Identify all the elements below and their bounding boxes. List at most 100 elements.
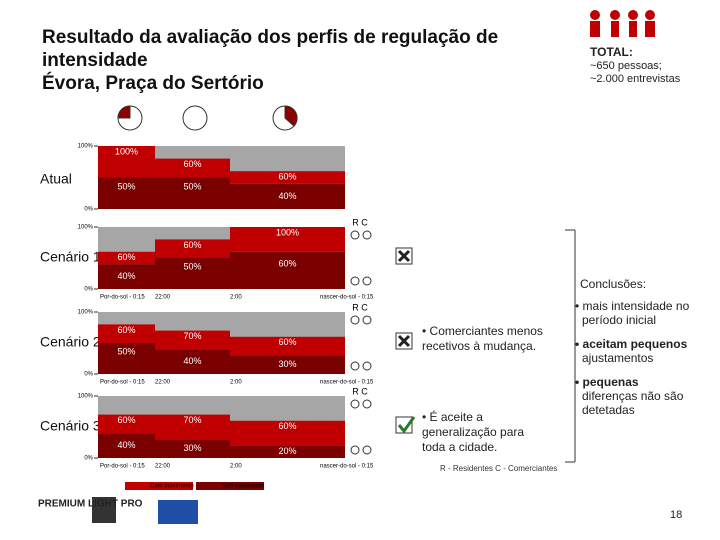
face [350,445,360,455]
logo [92,497,198,524]
bar-red [230,336,345,356]
x-label: 22:00 [155,380,171,386]
value-label: 60% [278,172,296,182]
scenario-name: Cenário 1 [40,249,101,265]
mark [397,334,411,348]
value-label: 60% [117,252,135,262]
value-label: 30% [183,443,201,453]
bar-red [98,414,155,434]
bar-dark [155,439,230,458]
y-tick-label: 0% [84,372,93,378]
note: generalização para [422,425,524,439]
value-label: 60% [278,421,296,431]
conclusions-title: Conclusões: [580,277,646,291]
value-label: 30% [278,359,296,369]
conclusion: período inicial [582,313,656,327]
value-label: 20% [278,446,296,456]
rc-label: R C [352,386,368,396]
y-tick-label: 100% [78,144,94,150]
bar-red [155,330,230,350]
mark [397,249,411,263]
value-label: 60% [183,159,201,169]
conclusion: • pequenas [575,375,639,389]
people-icons [590,10,655,37]
value-label: 50% [117,347,135,357]
scenario-name: Cenário 2 [40,334,101,350]
total: TOTAL: [590,45,633,59]
bar-red [98,146,155,178]
value-label: 70% [183,331,201,341]
conclusion: diferenças não são [582,389,684,403]
value-label: 100% [276,227,299,237]
note: • Comerciantes menos [422,324,543,338]
scenario-name: Atual [40,171,72,187]
face [362,361,372,371]
bar-dark [98,177,155,209]
y-tick-label: 0% [84,287,93,293]
face [362,230,372,240]
x-label: nascer-do-sol - 0:15 [320,464,374,470]
face [362,276,372,286]
bar-red [230,227,345,252]
bar-dark [155,349,230,374]
value-label: 50% [183,262,201,272]
rc-label: R C [352,217,368,227]
legend-swatch [125,482,193,490]
legend-swatch [196,482,264,490]
bar-red [155,414,230,440]
x-label: 22:00 [155,464,171,470]
total: ~650 pessoas; [590,60,662,72]
x-label: nascer-do-sol - 0:15 [320,380,374,386]
value-label: 60% [183,240,201,250]
conclusion: ajustamentos [582,351,653,365]
bar-dark [230,251,345,289]
x-label: 22:00 [155,295,171,301]
x-label: Por-do-sol - 0:15 [100,380,145,386]
face [350,315,360,325]
bar-red [155,158,230,178]
title: intensidade [42,50,148,71]
y-tick-label: 0% [84,207,93,213]
value-label: 40% [183,356,201,366]
conclusion: • aceitam pequenos [575,337,688,351]
bar-red [98,324,155,343]
face [350,361,360,371]
value-label: 50% [183,181,201,191]
legend-label: Sem movimento [221,484,265,490]
x-label: Por-do-sol - 0:15 [100,295,145,301]
conclusion: detetadas [582,403,635,417]
value-label: 60% [117,415,135,425]
bar-dark [98,343,155,374]
face [350,230,360,240]
face [350,399,360,409]
page-number: 18 [670,509,682,521]
value-label: 60% [278,259,296,269]
value-label: 50% [117,181,135,191]
note: recetivos à mudança. [422,339,536,353]
bar-dark [98,264,155,289]
y-tick-label: 100% [78,310,94,316]
value-label: 60% [117,325,135,335]
x-label: 2:00 [230,295,242,301]
bar-dark [98,433,155,458]
y-tick-label: 100% [78,394,94,400]
logo-text: PREMIUM LIGHT PRO [38,499,143,510]
note: toda a cidade. [422,440,497,454]
title: Resultado da avaliação dos perfis de reg… [42,27,498,48]
value-label: 100% [115,146,138,156]
x-label: 2:00 [230,380,242,386]
bar-red [230,171,345,184]
value-label: 40% [278,191,296,201]
rc-label: R C [352,302,368,312]
face [362,445,372,455]
x-label: Por-do-sol - 0:15 [100,464,145,470]
face [350,276,360,286]
bar-red [230,420,345,446]
x-label: 2:00 [230,464,242,470]
value-label: 60% [278,337,296,347]
clocks [117,105,298,131]
mark [397,416,416,434]
value-label: 40% [117,440,135,450]
value-label: 70% [183,415,201,425]
